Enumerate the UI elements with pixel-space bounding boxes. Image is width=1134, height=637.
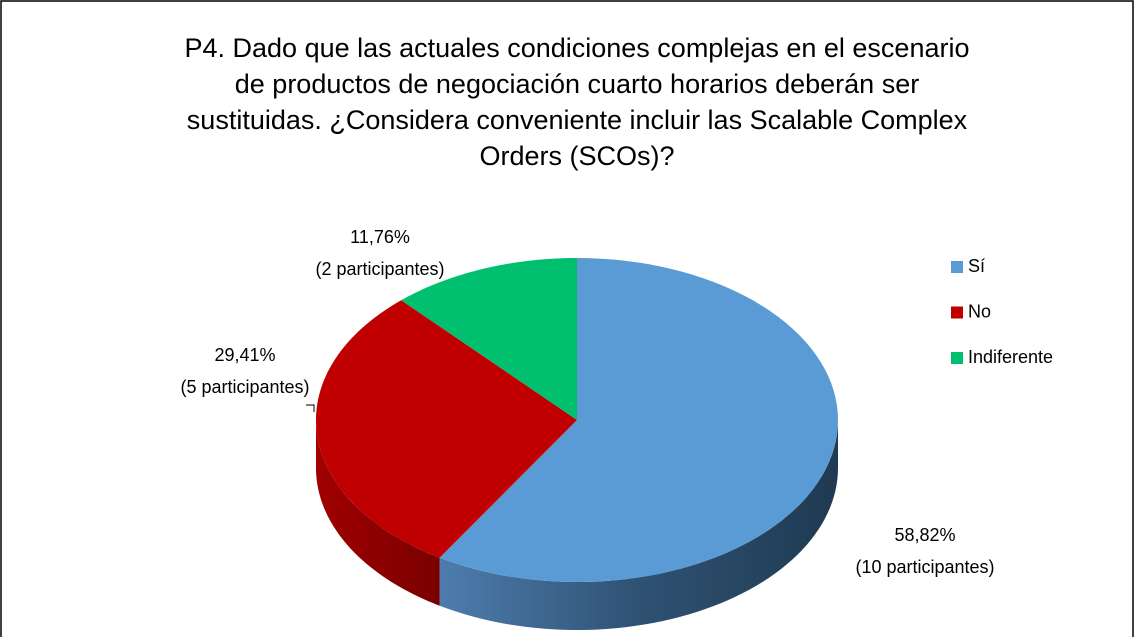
legend-label: Sí (968, 256, 985, 276)
chart-title: P4. Dado que las actuales condiciones co… (184, 33, 970, 171)
data-label: 11,76% (350, 227, 410, 247)
leader-line (306, 404, 315, 412)
data-label: 29,41% (214, 345, 275, 365)
data-label-count: (5 participantes) (180, 377, 309, 397)
data-label-count: (2 participantes) (315, 259, 444, 279)
slice (401, 258, 577, 420)
legend-swatch (951, 261, 963, 273)
legend-swatch (951, 352, 963, 364)
slice (316, 300, 577, 558)
data-label-count: (10 participantes) (855, 557, 994, 577)
legend-label: Indiferente (968, 347, 1053, 367)
slice-side (439, 420, 838, 630)
legend-swatch (951, 306, 963, 319)
slice-side (316, 420, 440, 606)
legend-label: No (968, 301, 991, 321)
data-label: 58,82% (894, 525, 955, 545)
slice (439, 258, 838, 582)
